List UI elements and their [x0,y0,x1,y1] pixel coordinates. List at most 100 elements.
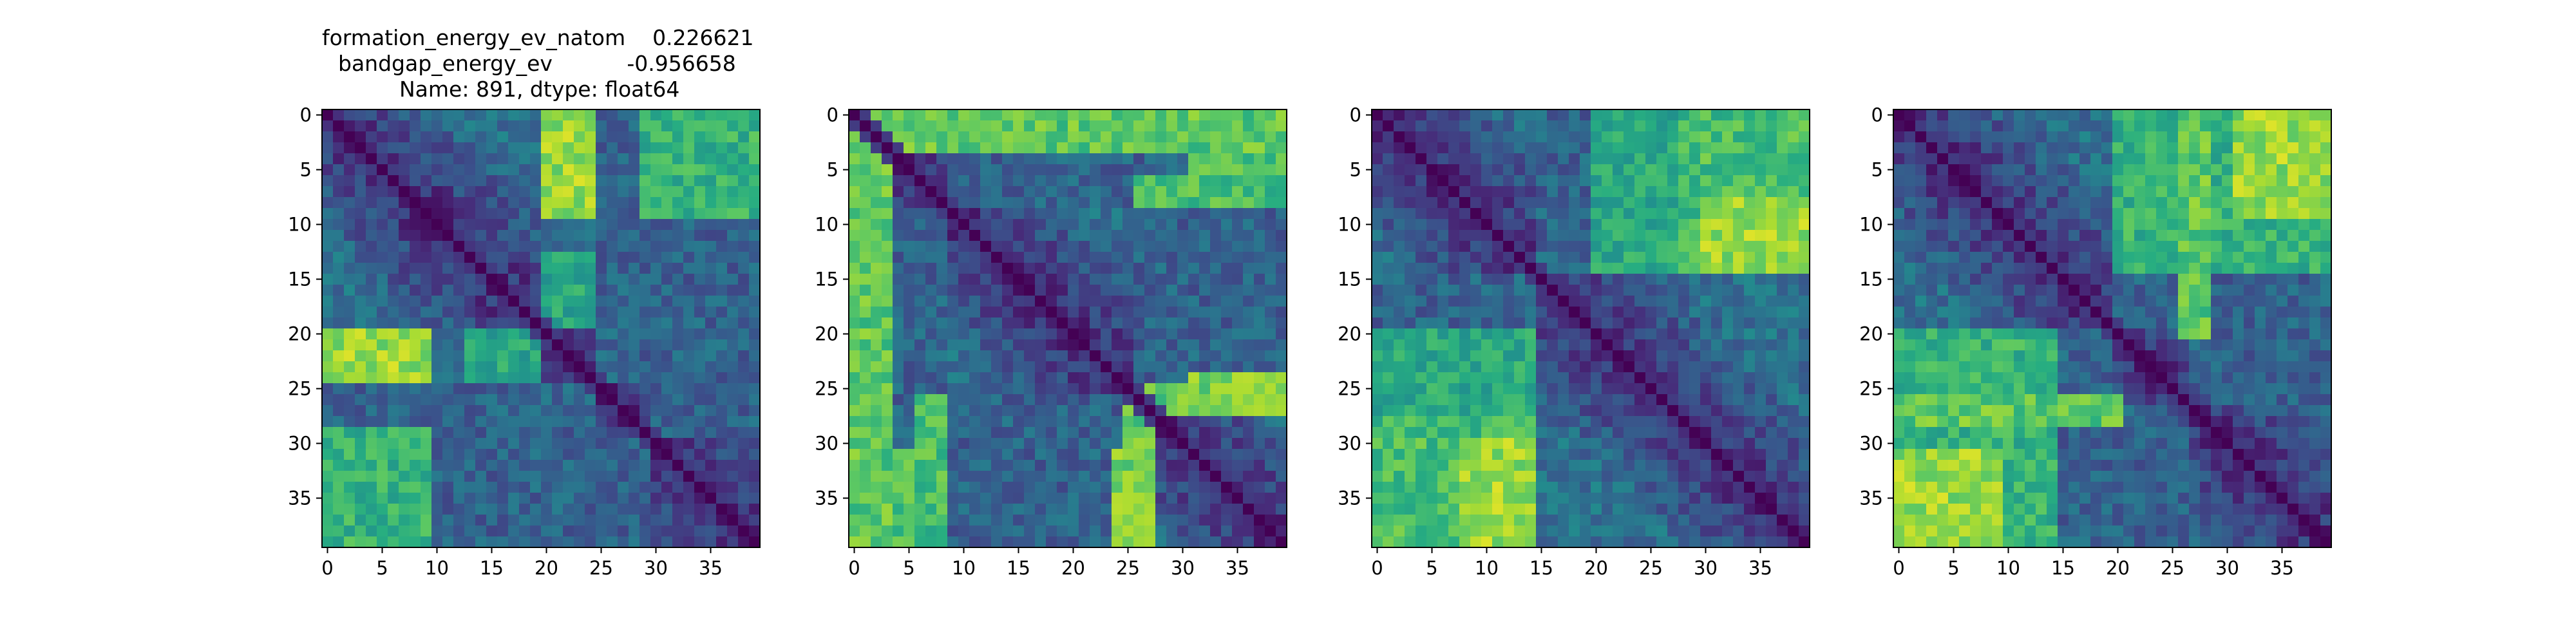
heatmap-cell [969,175,981,187]
heatmap-cell [1101,120,1112,132]
heatmap-cell [519,493,531,504]
heatmap-cell [1416,274,1427,285]
heatmap-cell [1514,230,1526,242]
heatmap-cell [1057,438,1068,450]
heatmap-cell [464,504,476,515]
heatmap-cell [1569,307,1580,318]
heatmap-cell [1667,471,1679,482]
heatmap-cell [431,515,443,526]
heatmap-cell [442,361,454,373]
heatmap-cell [980,438,992,450]
heatmap-cell [1766,515,1777,526]
heatmap-cell [705,164,717,176]
heatmap-cell [399,274,410,285]
heatmap-cell [388,164,399,176]
heatmap-cell [574,482,585,493]
heatmap-cell [980,416,992,428]
heatmap-cell [1426,131,1438,143]
heatmap-cell [1079,361,1090,373]
heatmap-cell [1722,252,1734,263]
heatmap-cell [1525,471,1537,482]
heatmap-cell [661,339,673,351]
heatmap-cell [464,109,476,121]
heatmap-cell [1777,153,1788,165]
heatmap-cell [1970,131,1982,143]
heatmap-cell [749,482,761,493]
heatmap-cell [431,383,443,395]
heatmap-cell [1470,372,1482,384]
heatmap-cell [1144,536,1156,548]
heatmap-cell [486,263,498,274]
heatmap-cell [1068,504,1079,515]
heatmap-cell [355,153,366,165]
heatmap-cell [1656,493,1668,504]
heatmap-cell [1046,153,1057,165]
heatmap-cell [661,175,673,187]
heatmap-cell [1199,536,1211,548]
heatmap-cell [849,230,860,242]
heatmap-cell [1199,230,1211,242]
heatmap-cell [1569,460,1580,471]
heatmap-cell [904,394,915,406]
heatmap-cell [464,328,476,340]
heatmap-cell [705,339,717,351]
heatmap-cell [727,438,739,450]
heatmap-cell [1656,438,1668,450]
heatmap-cell [1188,515,1200,526]
heatmap-cell [442,219,454,231]
heatmap-cell [1155,328,1167,340]
heatmap-cell [716,536,728,548]
heatmap-cell [322,274,334,285]
heatmap-cell [1613,416,1624,428]
heatmap-cell [1210,405,1222,417]
heatmap-cell [1613,307,1624,318]
heatmap-cell [683,372,695,384]
heatmap-cell [661,285,673,296]
heatmap-cell [904,493,915,504]
heatmap-cell [1035,515,1046,526]
heatmap-cell [475,515,487,526]
heatmap-cell [399,471,410,482]
heatmap-cell [672,219,684,231]
heatmap-cell [1525,285,1537,296]
heatmap-cell [1689,142,1701,154]
heatmap-cell [727,208,739,220]
heatmap-cell [1514,317,1526,329]
heatmap-cell [607,164,618,176]
heatmap-cell [431,109,443,121]
heatmap-cell [1624,153,1635,165]
heatmap-cell [705,241,717,252]
heatmap-cell [1503,285,1515,296]
heatmap-cell [727,109,739,121]
heatmap-cell [1569,186,1580,198]
heatmap-cell [377,449,388,460]
heatmap-cell [541,252,553,263]
heatmap-cell [882,438,893,450]
heatmap-cell [333,361,345,373]
heatmap-cell [585,197,596,209]
heatmap-cell [1254,405,1265,417]
heatmap-cell [1002,153,1014,165]
heatmap-cell [629,263,640,274]
heatmap-cell [421,504,432,515]
heatmap-cell [1426,208,1438,220]
x-tick-label: 0 [1371,557,1383,579]
heatmap-cell [1558,471,1569,482]
heatmap-cell [366,405,377,417]
heatmap-cell [585,274,596,285]
heatmap-cell [1243,186,1255,198]
heatmap-cell [1755,493,1766,504]
heatmap-cell [1678,131,1690,143]
heatmap-cell [1656,339,1668,351]
heatmap-cell [366,350,377,362]
heatmap-cell [322,383,334,395]
heatmap-cell [1243,274,1255,285]
heatmap-cell [1667,449,1679,460]
heatmap-cell [1514,142,1526,154]
heatmap-cell [552,493,564,504]
heatmap-cell [1437,515,1449,526]
heatmap-cell [749,438,761,450]
heatmap-cell [1503,515,1515,526]
heatmap-cell [388,252,399,263]
heatmap-cell [882,175,893,187]
